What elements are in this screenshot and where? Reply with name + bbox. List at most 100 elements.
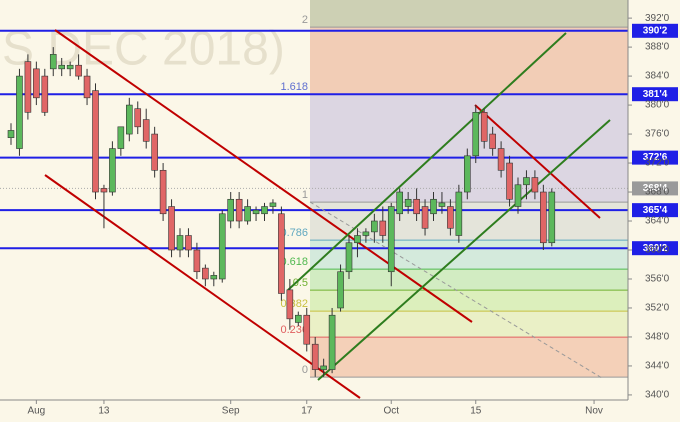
y-tick-label: 368'0 bbox=[645, 187, 670, 198]
candle-body bbox=[294, 314, 302, 323]
candle-body bbox=[261, 206, 268, 215]
price-label-box bbox=[632, 23, 678, 38]
candle-body bbox=[379, 220, 387, 236]
candle-body bbox=[210, 275, 218, 280]
candle-body bbox=[176, 235, 184, 251]
price-label-box bbox=[632, 150, 678, 165]
candle-body bbox=[168, 206, 175, 251]
price-label-box bbox=[632, 87, 678, 102]
candle-body bbox=[514, 184, 522, 207]
candle-body bbox=[396, 191, 404, 215]
fib-label: 0.236 bbox=[280, 324, 308, 336]
price-label: 381'4 bbox=[643, 89, 668, 100]
fib-label: 2 bbox=[302, 14, 308, 26]
candle-body bbox=[278, 213, 285, 294]
y-tick-label: 376'0 bbox=[645, 129, 670, 140]
fib-label: 0.786 bbox=[280, 227, 308, 239]
candle-body bbox=[371, 220, 378, 233]
y-tick-label: 380'0 bbox=[645, 100, 670, 111]
candle-body bbox=[49, 54, 57, 70]
candle-body bbox=[41, 75, 49, 113]
candle-body bbox=[345, 242, 353, 273]
candle-body bbox=[489, 133, 496, 149]
candle-body bbox=[7, 130, 15, 138]
candle-body bbox=[480, 112, 488, 142]
candle-body bbox=[540, 191, 547, 244]
fib-label: 0.382 bbox=[280, 298, 308, 310]
y-tick-label: 364'0 bbox=[645, 216, 670, 227]
candle-body bbox=[548, 191, 556, 244]
red-short-line bbox=[474, 104, 601, 219]
candle-body bbox=[193, 249, 201, 273]
candle-body bbox=[320, 365, 327, 370]
price-label: 390'2 bbox=[643, 25, 668, 36]
y-tick-label: 352'0 bbox=[645, 303, 670, 314]
y-tick-label: 388'0 bbox=[645, 42, 670, 53]
y-tick-label: 356'0 bbox=[645, 274, 670, 285]
x-tick-label: 15 bbox=[470, 406, 482, 417]
candle-body bbox=[463, 155, 471, 193]
fib-label: 0.618 bbox=[280, 256, 308, 268]
green-channel-upper bbox=[287, 32, 567, 291]
fib-label: 1 bbox=[302, 189, 308, 201]
candle-body bbox=[269, 202, 277, 207]
price-label-box bbox=[632, 241, 678, 256]
candle-body bbox=[354, 235, 361, 244]
price-label: 372'6 bbox=[643, 152, 668, 163]
candle-body bbox=[404, 198, 412, 207]
candle-body bbox=[142, 119, 150, 142]
candle-body bbox=[328, 314, 336, 370]
candle-body bbox=[337, 271, 344, 309]
red-channel-lower bbox=[44, 174, 361, 399]
fib-trend bbox=[309, 201, 603, 379]
candle-body bbox=[531, 177, 539, 193]
candle-body bbox=[92, 90, 99, 193]
candle-body bbox=[202, 267, 209, 280]
candle-body bbox=[134, 108, 142, 128]
y-tick-label: 372'0 bbox=[645, 158, 670, 169]
candle-body bbox=[430, 198, 437, 215]
y-tick-label: 340'0 bbox=[645, 390, 670, 401]
candle-body bbox=[455, 191, 463, 236]
candle-body bbox=[413, 198, 420, 215]
candle-body bbox=[117, 126, 125, 149]
candle-body bbox=[151, 133, 158, 171]
x-tick-label: Aug bbox=[27, 406, 45, 417]
candle-body bbox=[362, 231, 370, 236]
x-tick-label: 13 bbox=[98, 406, 110, 417]
fib-zone bbox=[310, 337, 628, 378]
fib-zone bbox=[310, 269, 628, 291]
price-label: 365'4 bbox=[643, 205, 668, 216]
candle-body bbox=[83, 75, 91, 99]
candle-body bbox=[109, 148, 116, 193]
candle-body bbox=[421, 206, 429, 229]
price-label: 360'2 bbox=[643, 243, 668, 254]
candle-body bbox=[33, 68, 40, 99]
candle-body bbox=[235, 198, 243, 222]
y-tick-label: 344'0 bbox=[645, 361, 670, 372]
candle-body bbox=[506, 162, 513, 200]
last-price-label: 368'4 bbox=[643, 183, 668, 194]
fib-zone bbox=[310, 27, 628, 95]
candle-body bbox=[286, 289, 294, 320]
fib-top-zone bbox=[310, 0, 628, 28]
x-tick-label: Oct bbox=[383, 406, 399, 417]
price-lines bbox=[0, 29, 628, 250]
candle-body bbox=[24, 61, 32, 113]
fib-label: 0.5 bbox=[293, 277, 308, 289]
green-channel-lower bbox=[317, 119, 611, 381]
candle-body bbox=[75, 64, 82, 77]
candle-body bbox=[126, 104, 133, 135]
y-tick-label: 360'0 bbox=[645, 245, 670, 256]
axis: 390'2 381'4 372'6 365'4 360'2 368'4 392'0 388'0… bbox=[27, 13, 678, 417]
x-tick-label: 17 bbox=[301, 406, 313, 417]
red-channel-upper bbox=[54, 29, 473, 323]
y-tick-label: 348'0 bbox=[645, 332, 670, 343]
candle-body bbox=[472, 112, 480, 157]
candle-body bbox=[252, 209, 260, 215]
candle-body bbox=[159, 169, 167, 215]
candle-body bbox=[66, 64, 74, 70]
candle-body bbox=[438, 202, 446, 207]
candle-body bbox=[244, 206, 251, 222]
